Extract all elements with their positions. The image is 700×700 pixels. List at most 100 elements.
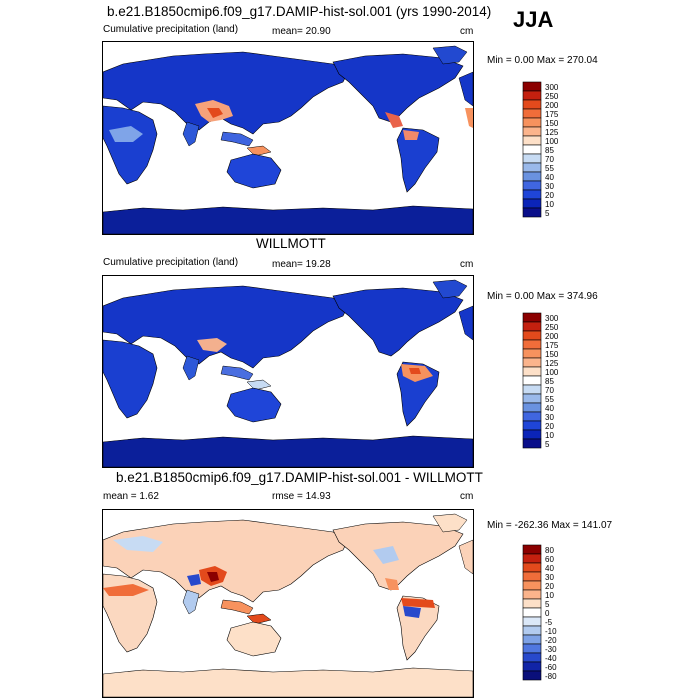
panel-1-variable-label: Cumulative precipitation (land) xyxy=(103,24,239,35)
colorbar-level-label: -40 xyxy=(545,654,557,663)
colorbar-swatch xyxy=(522,429,542,440)
colorbar-level-label: 125 xyxy=(545,359,559,368)
colorbar-level-label: 300 xyxy=(545,314,559,323)
colorbar-swatch xyxy=(522,366,542,377)
panel-1-minmax: Min = 0.00 Max = 270.04 xyxy=(487,55,598,66)
colorbar-level-label: 60 xyxy=(545,555,554,564)
colorbar-level-label: -30 xyxy=(545,645,557,654)
colorbar-swatch xyxy=(522,616,542,627)
colorbar-swatch xyxy=(522,135,542,146)
colorbar-level-label: 40 xyxy=(545,564,554,573)
colorbar-swatch xyxy=(522,348,542,359)
colorbar-level-label: 20 xyxy=(545,422,554,431)
colorbar-swatch xyxy=(522,108,542,119)
colorbar-level-label: 150 xyxy=(545,119,559,128)
colorbar-swatch xyxy=(522,144,542,155)
colorbar-swatch xyxy=(522,339,542,350)
colorbar-swatch xyxy=(522,634,542,645)
colorbar-level-label: 55 xyxy=(545,164,554,173)
colorbar-swatch xyxy=(522,162,542,173)
colorbar-level-label: 200 xyxy=(545,332,559,341)
colorbar-swatch xyxy=(522,661,542,672)
colorbar-level-label: 5 xyxy=(545,209,550,218)
colorbar-swatch xyxy=(522,438,542,449)
colorbar-swatch xyxy=(522,81,542,92)
colorbar-level-label: 250 xyxy=(545,323,559,332)
colorbar-swatch xyxy=(522,153,542,164)
colorbar-level-label: 250 xyxy=(545,92,559,101)
panel-2-mean: mean= 19.28 xyxy=(272,259,331,270)
colorbar-level-label: -10 xyxy=(545,627,557,636)
colorbar-swatch xyxy=(522,90,542,101)
colorbar-level-label: 10 xyxy=(545,591,554,600)
colorbar-level-label: 55 xyxy=(545,395,554,404)
colorbar-level-label: 200 xyxy=(545,101,559,110)
colorbar-swatch xyxy=(522,652,542,663)
colorbar-level-label: 30 xyxy=(545,182,554,191)
colorbar-level-label: 100 xyxy=(545,368,559,377)
colorbar-swatch xyxy=(522,625,542,636)
colorbar-level-label: 85 xyxy=(545,146,554,155)
colorbar-swatch xyxy=(522,117,542,128)
colorbar-swatch xyxy=(522,598,542,609)
colorbar-level-label: 150 xyxy=(545,350,559,359)
colorbar-swatch xyxy=(522,643,542,654)
colorbar-level-label: 30 xyxy=(545,413,554,422)
colorbar-level-label: 70 xyxy=(545,386,554,395)
colorbar-level-label: -60 xyxy=(545,663,557,672)
panel-2-title: WILLMOTT xyxy=(256,236,326,251)
panel-2-units: cm xyxy=(460,259,474,270)
colorbar-swatch xyxy=(522,384,542,395)
panel-3-rmse: rmse = 14.93 xyxy=(272,491,331,502)
panel-1-map xyxy=(102,41,474,235)
colorbar-level-label: 5 xyxy=(545,600,550,609)
colorbar-level-label: 20 xyxy=(545,191,554,200)
panel-2-colorbar: 300 250 200 175 150 125 100 85 70 55 40 30 20 10 5 xyxy=(521,311,571,466)
colorbar-level-label: 5 xyxy=(545,440,550,449)
colorbar-level-label: 100 xyxy=(545,137,559,146)
colorbar-swatch xyxy=(522,670,542,681)
season-label: JJA xyxy=(513,7,554,32)
colorbar-swatch xyxy=(522,207,542,218)
colorbar-swatch xyxy=(522,99,542,110)
colorbar-level-label: 40 xyxy=(545,404,554,413)
colorbar-level-label: 0 xyxy=(545,609,550,618)
panel-3-units: cm xyxy=(460,491,474,502)
panel-1-colorbar: 300 250 200 175 150 125 100 85 70 55 40 30 20 10 5 xyxy=(521,80,571,235)
colorbar-swatch xyxy=(522,571,542,582)
colorbar-level-label: 175 xyxy=(545,341,559,350)
panel-1-units: cm xyxy=(460,26,474,37)
colorbar-swatch xyxy=(522,562,542,573)
colorbar-level-label: 70 xyxy=(545,155,554,164)
panel-3-colorbar: 80 60 40 30 20 10 5 0 -5 -10 -20 -30 -40 -60 -80 xyxy=(521,543,571,698)
panel-3-mean: mean = 1.62 xyxy=(103,491,159,502)
colorbar-level-label: 30 xyxy=(545,573,554,582)
colorbar-level-label: 125 xyxy=(545,128,559,137)
colorbar-swatch xyxy=(522,589,542,600)
colorbar-swatch xyxy=(522,375,542,386)
colorbar-swatch xyxy=(522,393,542,404)
colorbar-swatch xyxy=(522,544,542,555)
colorbar-swatch xyxy=(522,330,542,341)
colorbar-swatch xyxy=(522,580,542,591)
colorbar-swatch xyxy=(522,171,542,182)
colorbar-level-label: -20 xyxy=(545,636,557,645)
colorbar-level-label: 10 xyxy=(545,200,554,209)
colorbar-swatch xyxy=(522,357,542,368)
colorbar-level-label: 300 xyxy=(545,83,559,92)
colorbar-swatch xyxy=(522,411,542,422)
colorbar-level-label: 40 xyxy=(545,173,554,182)
panel-2-minmax: Min = 0.00 Max = 374.96 xyxy=(487,291,598,302)
colorbar-level-label: 85 xyxy=(545,377,554,386)
panel-2-map xyxy=(102,275,474,468)
colorbar-swatch xyxy=(522,180,542,191)
colorbar-swatch xyxy=(522,607,542,618)
colorbar-level-label: 175 xyxy=(545,110,559,119)
colorbar-swatch xyxy=(522,553,542,564)
panel-2-variable-label: Cumulative precipitation (land) xyxy=(103,257,239,268)
colorbar-swatch xyxy=(522,312,542,323)
colorbar-swatch xyxy=(522,321,542,332)
colorbar-level-label: -80 xyxy=(545,672,557,681)
